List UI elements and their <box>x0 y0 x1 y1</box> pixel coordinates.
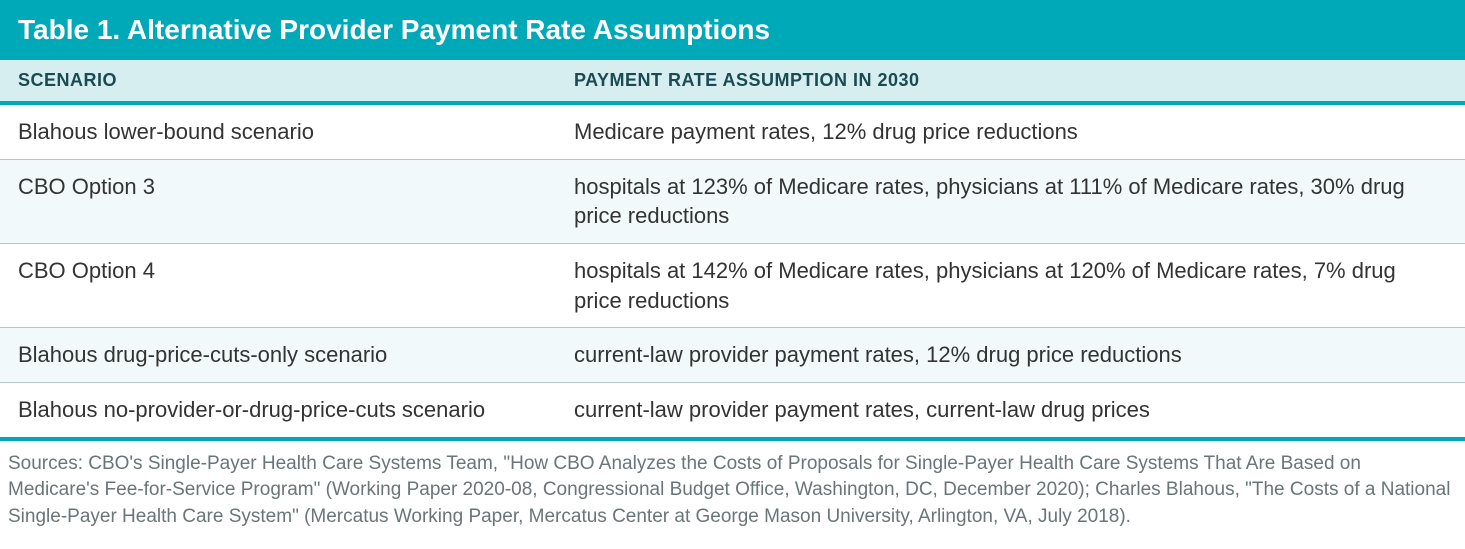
table-row: Blahous no-provider-or-drug-price-cuts s… <box>0 383 1465 439</box>
table-row: CBO Option 3 hospitals at 123% of Medica… <box>0 159 1465 243</box>
table-sources: Sources: CBO's Single-Payer Health Care … <box>0 441 1465 549</box>
table-row: Blahous lower-bound scenario Medicare pa… <box>0 103 1465 159</box>
cell-assumption: hospitals at 142% of Medicare rates, phy… <box>556 244 1465 328</box>
column-header-scenario: SCENARIO <box>0 60 556 103</box>
cell-scenario: CBO Option 3 <box>0 159 556 243</box>
table-row: CBO Option 4 hospitals at 142% of Medica… <box>0 244 1465 328</box>
cell-scenario: Blahous drug-price-cuts-only scenario <box>0 328 556 383</box>
payment-rate-table: SCENARIO PAYMENT RATE ASSUMPTION IN 2030… <box>0 60 1465 441</box>
column-header-assumption: PAYMENT RATE ASSUMPTION IN 2030 <box>556 60 1465 103</box>
cell-assumption: current-law provider payment rates, 12% … <box>556 328 1465 383</box>
cell-assumption: current-law provider payment rates, curr… <box>556 383 1465 439</box>
table-container: Table 1. Alternative Provider Payment Ra… <box>0 0 1465 549</box>
cell-assumption: Medicare payment rates, 12% drug price r… <box>556 103 1465 159</box>
cell-scenario: Blahous no-provider-or-drug-price-cuts s… <box>0 383 556 439</box>
cell-assumption: hospitals at 123% of Medicare rates, phy… <box>556 159 1465 243</box>
table-row: Blahous drug-price-cuts-only scenario cu… <box>0 328 1465 383</box>
cell-scenario: Blahous lower-bound scenario <box>0 103 556 159</box>
table-header-row: SCENARIO PAYMENT RATE ASSUMPTION IN 2030 <box>0 60 1465 103</box>
table-title: Table 1. Alternative Provider Payment Ra… <box>0 0 1465 60</box>
cell-scenario: CBO Option 4 <box>0 244 556 328</box>
